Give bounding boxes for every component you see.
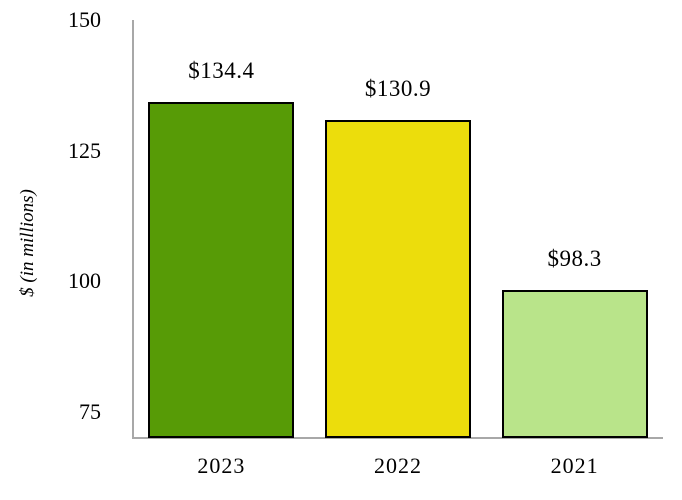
x-axis-category-label: 2021 [550, 453, 599, 478]
y-axis-line [132, 20, 134, 439]
y-axis-tick-label: 125 [68, 137, 101, 163]
bar-2021 [501, 290, 648, 438]
y-axis-title: $ (in millions) [17, 189, 38, 297]
bar-2022 [325, 119, 471, 438]
bar-value-label: $134.4 [188, 57, 255, 83]
bar-value-label: $98.3 [547, 246, 602, 272]
bar-value-label: $130.9 [364, 75, 432, 101]
x-axis-line [132, 437, 663, 439]
bar-2023 [148, 101, 295, 438]
x-axis-category-label: 2022 [374, 453, 422, 478]
y-axis-tick-label: 100 [68, 268, 101, 294]
y-axis-tick-label: 150 [68, 7, 101, 32]
y-axis-tick-label: 75 [79, 398, 101, 424]
x-axis-category-label: 2023 [197, 453, 246, 478]
